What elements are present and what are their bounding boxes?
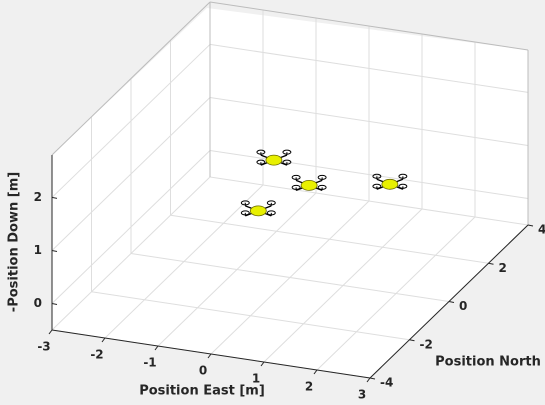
tick-mark [208, 354, 211, 358]
drone-body [266, 155, 282, 165]
tick-mark [410, 340, 415, 341]
z-tick-label: 0 [34, 296, 42, 310]
z-tick-label: 2 [34, 190, 42, 204]
z-axis-label: -Position Down [m] [7, 172, 22, 312]
x-tick-label: 0 [199, 364, 207, 378]
x-axis-label: Position East [m] [139, 384, 265, 399]
y-axis-label: Position North [435, 355, 541, 370]
tick-mark [449, 302, 454, 303]
tick-mark [102, 338, 105, 342]
y-tick-label: -2 [420, 337, 433, 351]
y-tick-label: 2 [499, 261, 507, 275]
axes-background [52, 8, 528, 378]
tick-mark [49, 330, 52, 334]
tick-mark [261, 362, 264, 366]
x-tick-label: 1 [252, 372, 260, 386]
tick-mark [370, 378, 375, 379]
x-tick-label: -1 [143, 356, 156, 370]
drone-body [301, 180, 317, 190]
tick-mark [367, 378, 370, 382]
page: Position East [m] Position North -Positi… [0, 0, 545, 405]
tick-mark [489, 263, 494, 264]
x-tick-label: -3 [37, 340, 50, 354]
drone-body [382, 179, 398, 189]
x-tick-label: -2 [90, 348, 103, 362]
x-tick-label: 2 [305, 380, 313, 394]
tick-mark [155, 346, 158, 350]
tick-mark [528, 225, 533, 226]
chart: Position East [m] Position North -Positi… [0, 0, 545, 405]
x-tick-label: 3 [358, 388, 366, 402]
z-tick-label: 1 [34, 243, 42, 257]
y-tick-label: 4 [538, 223, 545, 237]
drone-body [250, 206, 266, 216]
y-tick-label: -4 [380, 376, 393, 390]
tick-mark [314, 370, 317, 374]
y-tick-label: 0 [459, 299, 467, 313]
